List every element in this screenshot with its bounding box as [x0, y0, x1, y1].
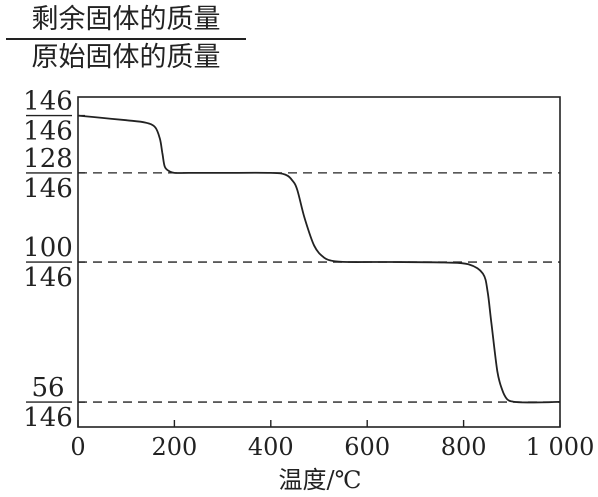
y-tick-numerator-3: 56: [31, 373, 64, 403]
y-tick-numerator-0: 146: [23, 87, 73, 117]
y-axis-label: 剩余固体的质量 原始固体的质量: [6, 2, 246, 76]
x-tick-label-0: 0: [70, 433, 85, 461]
y-tick-denominator-2: 146: [23, 263, 73, 293]
x-tick-label-4: 800: [441, 433, 487, 461]
x-axis-label: 温度/℃: [278, 466, 362, 494]
x-ticks: 0 200 400 600 800 1 000: [70, 420, 594, 461]
y-axis-label-numerator: 剩余固体的质量: [6, 2, 246, 40]
y-tick-denominator-3: 146: [23, 403, 73, 433]
reference-lines: [78, 172, 560, 403]
series-line: [77, 114, 561, 404]
x-tick-label-3: 600: [344, 433, 390, 461]
y-axis-label-denominator: 原始固体的质量: [31, 42, 221, 73]
y-tick-numerator-1: 128: [23, 144, 73, 174]
x-tick-label-2: 400: [248, 433, 294, 461]
y-tick-numerator-2: 100: [23, 233, 73, 263]
y-tick-denominator-0: 146: [23, 117, 73, 147]
x-tick-label-1: 200: [151, 433, 197, 461]
y-tick-denominator-1: 146: [23, 174, 73, 204]
x-tick-label-5: 1 000: [526, 433, 595, 461]
